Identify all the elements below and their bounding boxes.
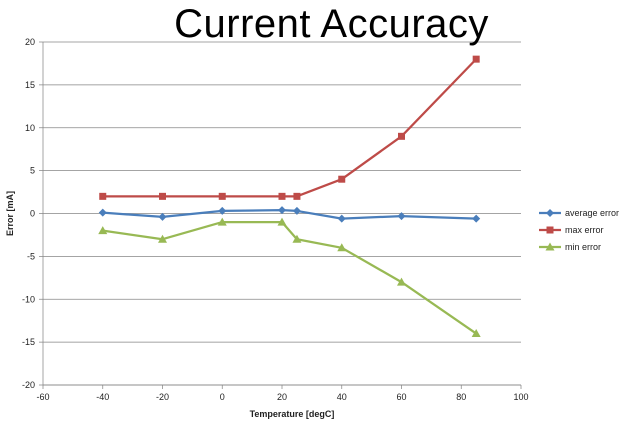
max-error-point <box>472 55 480 63</box>
max-error-point <box>159 192 166 200</box>
max-error-point <box>218 192 226 200</box>
legend-marker-average-error <box>546 209 554 217</box>
average-error-point <box>158 212 167 221</box>
y-tick-label: 0 <box>30 209 35 219</box>
average-error-line <box>102 208 477 220</box>
min-error-point <box>471 329 481 338</box>
min-error-point <box>277 217 287 226</box>
min-error-line <box>102 220 477 335</box>
legend-label-average-error: average error <box>565 208 619 218</box>
average-error-point <box>472 214 481 223</box>
max-error-point <box>293 192 301 200</box>
max-error-point <box>338 175 346 183</box>
average-error-point <box>337 214 346 223</box>
average-error-point <box>218 206 227 215</box>
legend-marker-max-error <box>546 226 554 234</box>
x-tick-label: 40 <box>337 392 347 402</box>
y-tick-label: -10 <box>22 294 35 304</box>
y-tick-label: 5 <box>30 166 35 176</box>
x-tick-label: -60 <box>36 392 49 402</box>
x-tick-label: 60 <box>396 392 406 402</box>
average-error-point <box>278 206 286 215</box>
legend-label-max-error: max error <box>565 225 604 235</box>
average-error-point <box>292 206 301 215</box>
max-error-point <box>398 132 405 140</box>
min-error-point <box>337 243 347 252</box>
chart-title: Current Accuracy <box>174 2 489 46</box>
y-tick-label: 10 <box>25 123 35 133</box>
min-error-point <box>292 234 302 243</box>
average-error-point <box>98 208 107 217</box>
max-error-point <box>99 192 107 200</box>
y-tick-label: -15 <box>22 337 35 347</box>
min-error-point <box>98 226 108 235</box>
x-tick-label: 100 <box>513 392 528 402</box>
x-tick-label: -20 <box>156 392 169 402</box>
x-axis-title: Temperature [degC] <box>250 409 335 419</box>
y-tick-label: 15 <box>25 80 35 90</box>
min-error-point <box>217 217 227 226</box>
y-tick-label: -5 <box>27 251 35 261</box>
max-error-line <box>102 58 477 198</box>
x-tick-label: 0 <box>220 392 225 402</box>
legend-marker-min-error <box>545 242 555 251</box>
max-error-point <box>278 192 286 200</box>
average-error-point <box>397 212 406 221</box>
x-tick-label: 20 <box>277 392 287 402</box>
legend-label-min-error: min error <box>565 242 601 252</box>
min-error-point <box>158 234 167 243</box>
y-tick-label: -20 <box>22 380 35 390</box>
x-tick-label: -40 <box>96 392 109 402</box>
x-tick-label: 80 <box>456 392 466 402</box>
min-error-point <box>397 277 406 286</box>
y-tick-label: 20 <box>25 37 35 47</box>
y-axis-title: Error [mA] <box>5 191 15 236</box>
